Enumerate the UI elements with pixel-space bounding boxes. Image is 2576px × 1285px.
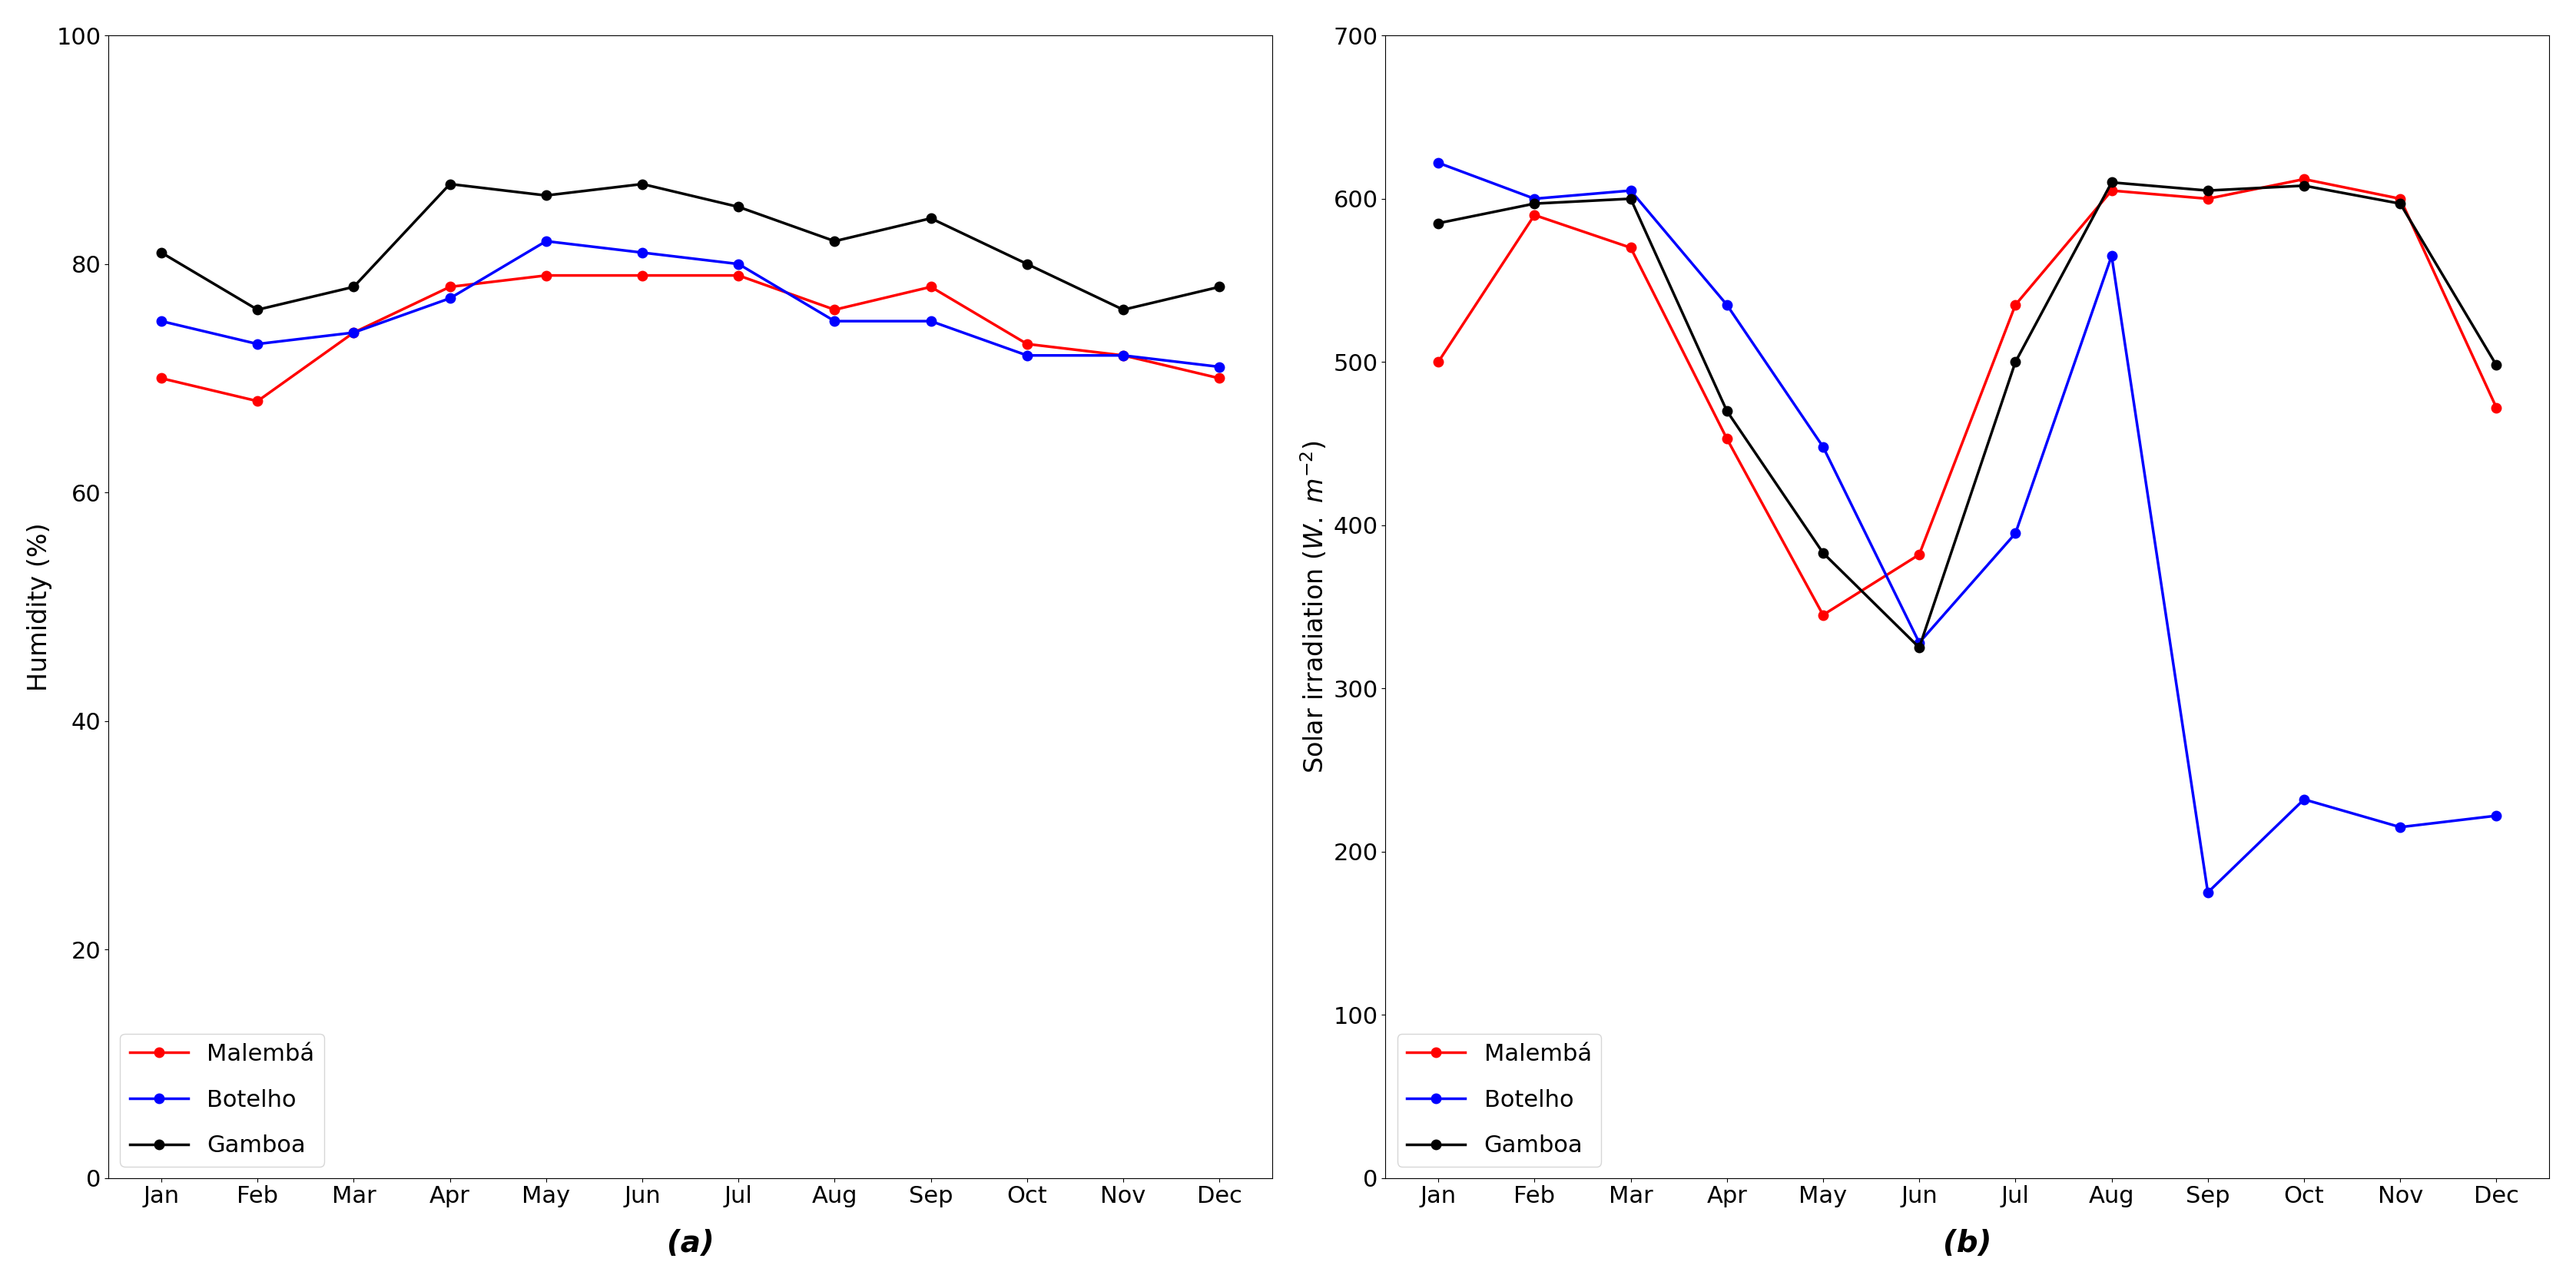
Botelho [2192,884,2223,899]
Gamboa [2385,195,2416,211]
Malembá [337,325,368,341]
Gamboa [2192,182,2223,198]
Botelho [2385,820,2416,835]
Botelho [1904,635,1935,650]
Gamboa [1710,403,1741,419]
Malembá [1108,348,1139,364]
Gamboa [2097,175,2128,190]
Botelho [724,256,755,271]
Malembá [1904,547,1935,563]
Botelho [531,234,562,249]
Botelho [2097,248,2128,263]
Malembá [2287,171,2318,186]
Gamboa [1012,256,1043,271]
Botelho [1999,526,2030,541]
Botelho [1108,348,1139,364]
Gamboa [1422,216,1453,231]
Gamboa [1108,302,1139,317]
Botelho [1422,155,1453,171]
Gamboa [435,176,466,191]
Y-axis label: Solar irradiation $(W.\ m^{-2})$: Solar irradiation $(W.\ m^{-2})$ [1298,441,1329,774]
Malembá [435,279,466,294]
Botelho [1203,359,1234,374]
Y-axis label: Humidity (%): Humidity (%) [26,523,52,691]
X-axis label: (b): (b) [1942,1230,1991,1258]
Botelho [819,314,850,329]
Line: Malembá: Malembá [1432,175,2501,619]
Malembá [242,393,273,409]
Line: Botelho: Botelho [157,236,1224,371]
Malembá [1615,240,1646,256]
Malembá [2481,400,2512,415]
Malembá [2385,191,2416,207]
Gamboa [724,199,755,215]
Legend: Malembá, Botelho, Gamboa: Malembá, Botelho, Gamboa [1396,1034,1602,1167]
Botelho [626,245,657,261]
Gamboa [1808,545,1839,560]
Gamboa [1615,191,1646,207]
Gamboa [2287,177,2318,193]
Gamboa [1904,640,1935,655]
Malembá [1203,370,1234,386]
Line: Malembá: Malembá [157,271,1224,406]
Botelho [337,325,368,341]
Malembá [1520,207,1551,222]
Botelho [1615,182,1646,198]
Gamboa [531,188,562,203]
Malembá [1710,430,1741,446]
Botelho [242,337,273,352]
Malembá [1422,355,1453,370]
Botelho [2287,792,2318,807]
Gamboa [2481,357,2512,373]
Malembá [1999,297,2030,312]
X-axis label: (a): (a) [667,1230,714,1258]
Gamboa [147,245,178,261]
Gamboa [819,234,850,249]
Botelho [1710,297,1741,312]
Gamboa [914,211,945,226]
Line: Botelho: Botelho [1432,158,2501,897]
Gamboa [1999,355,2030,370]
Malembá [914,279,945,294]
Botelho [1520,191,1551,207]
Botelho [147,314,178,329]
Botelho [2481,808,2512,824]
Gamboa [626,176,657,191]
Malembá [2097,182,2128,198]
Malembá [147,370,178,386]
Botelho [1808,439,1839,455]
Malembá [531,267,562,283]
Botelho [435,290,466,306]
Malembá [724,267,755,283]
Gamboa [1203,279,1234,294]
Botelho [1012,348,1043,364]
Malembá [1808,608,1839,623]
Gamboa [337,279,368,294]
Line: Gamboa: Gamboa [1432,177,2501,653]
Botelho [914,314,945,329]
Malembá [626,267,657,283]
Malembá [819,302,850,317]
Malembá [1012,337,1043,352]
Malembá [2192,191,2223,207]
Gamboa [1520,195,1551,211]
Legend: Malembá, Botelho, Gamboa: Malembá, Botelho, Gamboa [121,1034,325,1167]
Gamboa [242,302,273,317]
Line: Gamboa: Gamboa [157,179,1224,315]
